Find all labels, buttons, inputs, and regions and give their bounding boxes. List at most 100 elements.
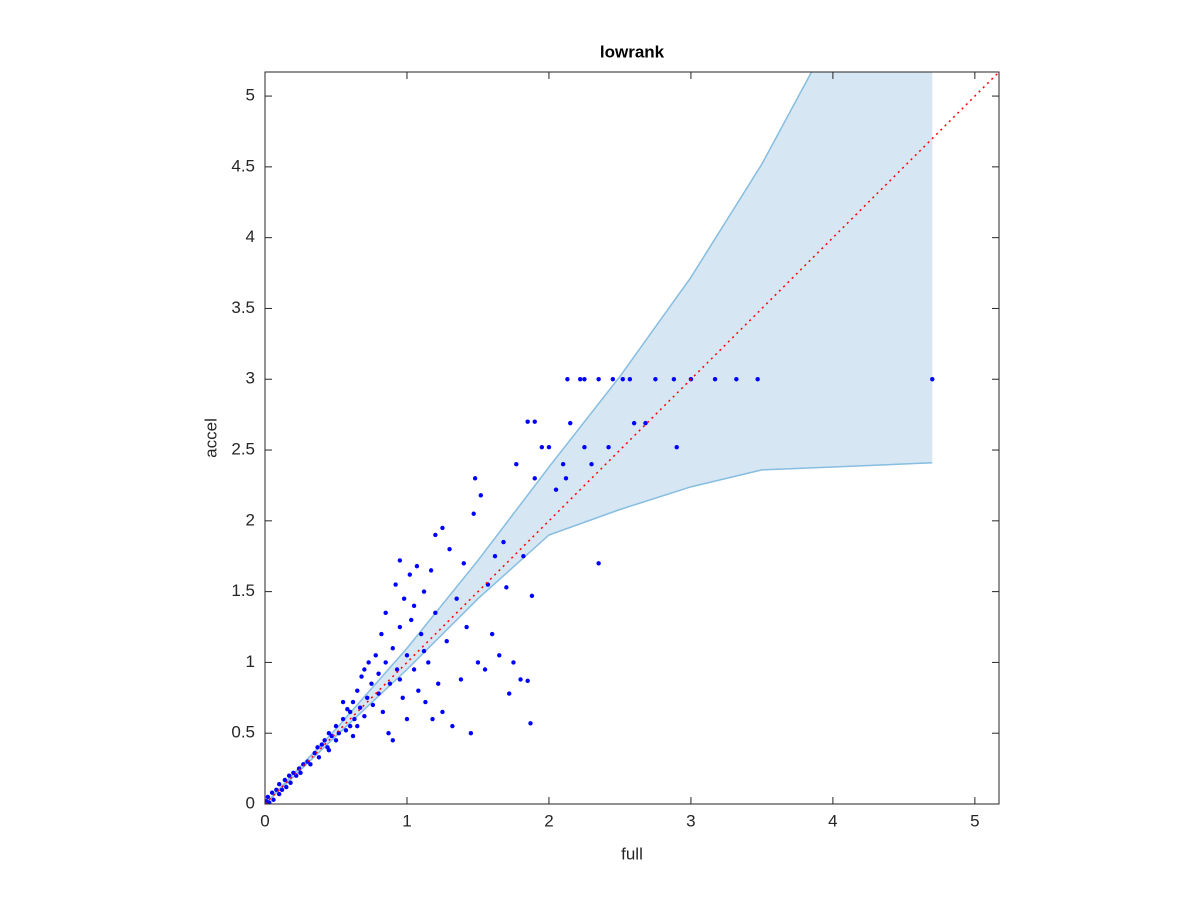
scatter-point bbox=[582, 377, 587, 382]
scatter-point bbox=[376, 671, 381, 676]
scatter-point bbox=[528, 721, 533, 726]
scatter-point bbox=[383, 610, 388, 616]
scatter-point bbox=[279, 787, 285, 793]
scatter-point bbox=[269, 790, 275, 795]
scatter-point bbox=[404, 716, 410, 722]
scatter-point bbox=[276, 781, 282, 787]
scatter-point bbox=[674, 445, 679, 450]
scatter-point bbox=[362, 714, 367, 719]
scatter-point bbox=[464, 624, 469, 630]
scatter-point bbox=[362, 667, 367, 672]
scatter-point bbox=[631, 420, 637, 426]
scatter-point bbox=[589, 461, 594, 467]
scatter-point bbox=[582, 445, 587, 450]
scatter-point bbox=[501, 539, 506, 545]
y-tick-label: 1.5 bbox=[231, 581, 255, 600]
scatter-point bbox=[316, 755, 322, 760]
scatter-point bbox=[553, 487, 559, 492]
scatter-point bbox=[357, 705, 363, 710]
scatter-point bbox=[423, 699, 428, 705]
scatter-point bbox=[506, 691, 512, 696]
scatter-point bbox=[390, 646, 395, 651]
scatter-point bbox=[518, 677, 523, 682]
scatter-point bbox=[366, 660, 371, 665]
scatter-point bbox=[421, 589, 427, 594]
scatter-point bbox=[454, 596, 459, 601]
scatter-point bbox=[347, 709, 353, 715]
scatter-point bbox=[734, 377, 739, 382]
scatter-point bbox=[532, 476, 537, 481]
band-upper-edge bbox=[265, 72, 813, 804]
scatter-point bbox=[478, 493, 483, 498]
y-tick-label: 3.5 bbox=[231, 298, 255, 317]
scatter-point bbox=[397, 624, 403, 630]
scatter-point bbox=[521, 554, 526, 559]
scatter-point bbox=[475, 660, 481, 665]
scatter-point bbox=[418, 631, 424, 637]
scatter-point bbox=[286, 773, 292, 778]
y-tick-label: 1 bbox=[246, 652, 255, 671]
scatter-point bbox=[514, 461, 519, 467]
scatter-point bbox=[359, 674, 364, 679]
scatter-point bbox=[433, 532, 438, 538]
scatter-point bbox=[492, 554, 498, 559]
scatter-point bbox=[326, 747, 332, 753]
scatter-point bbox=[379, 631, 384, 637]
scatter-point bbox=[712, 377, 718, 382]
scatter-point bbox=[525, 419, 530, 424]
scatter-point bbox=[930, 377, 935, 382]
scatter-point bbox=[606, 445, 611, 450]
y-tick-label: 3 bbox=[246, 369, 255, 388]
scatter-point bbox=[386, 731, 391, 736]
scatter-point bbox=[577, 377, 583, 382]
scatter-point bbox=[393, 582, 398, 587]
scatter-point bbox=[308, 762, 313, 767]
scatter-point bbox=[347, 723, 353, 729]
axes-box bbox=[264, 71, 1000, 805]
y-axis-label: accel bbox=[201, 418, 220, 458]
y-tick-label: 2 bbox=[246, 510, 255, 529]
x-tick-label: 4 bbox=[828, 811, 837, 830]
scatter-point bbox=[444, 638, 449, 644]
scatter-point bbox=[369, 681, 374, 686]
scatter-point bbox=[440, 525, 445, 531]
scatter-point bbox=[610, 377, 616, 382]
scatter-point bbox=[596, 561, 601, 566]
scatter-point bbox=[504, 585, 509, 590]
scatter-point bbox=[315, 745, 320, 750]
scatter-point bbox=[539, 445, 545, 450]
scatter-point bbox=[383, 660, 388, 665]
scatter-point bbox=[370, 702, 376, 708]
scatter-point bbox=[400, 695, 405, 701]
scatter-point bbox=[565, 377, 570, 382]
scatter-point bbox=[401, 596, 407, 601]
scatter-point bbox=[284, 784, 289, 790]
scatter-point bbox=[620, 377, 625, 382]
scatter-point bbox=[525, 678, 530, 684]
scatter-point bbox=[376, 691, 381, 696]
scatter-point bbox=[450, 723, 455, 729]
x-tick-label: 3 bbox=[686, 811, 695, 830]
x-tick-label: 2 bbox=[544, 811, 553, 830]
scatter-point bbox=[471, 511, 476, 516]
scatter-point bbox=[312, 750, 317, 756]
scatter-point bbox=[411, 603, 417, 608]
scatter-point bbox=[458, 677, 464, 682]
scatter-point bbox=[319, 742, 324, 747]
scatter-point bbox=[276, 791, 282, 797]
scatter-point bbox=[482, 667, 488, 672]
scatter-point bbox=[390, 738, 395, 743]
scatter-point bbox=[568, 420, 573, 426]
scatter-point bbox=[468, 731, 474, 736]
scatter-point bbox=[409, 617, 414, 623]
scatter-point bbox=[282, 777, 288, 783]
scatter-point bbox=[326, 731, 332, 736]
x-tick-label: 5 bbox=[970, 811, 979, 830]
scatter-point bbox=[440, 709, 445, 715]
scatter-point bbox=[430, 716, 435, 722]
scatter-point bbox=[472, 476, 478, 481]
scatter-point bbox=[380, 709, 386, 715]
scatter-point bbox=[350, 733, 356, 739]
scatter-point bbox=[365, 695, 370, 701]
